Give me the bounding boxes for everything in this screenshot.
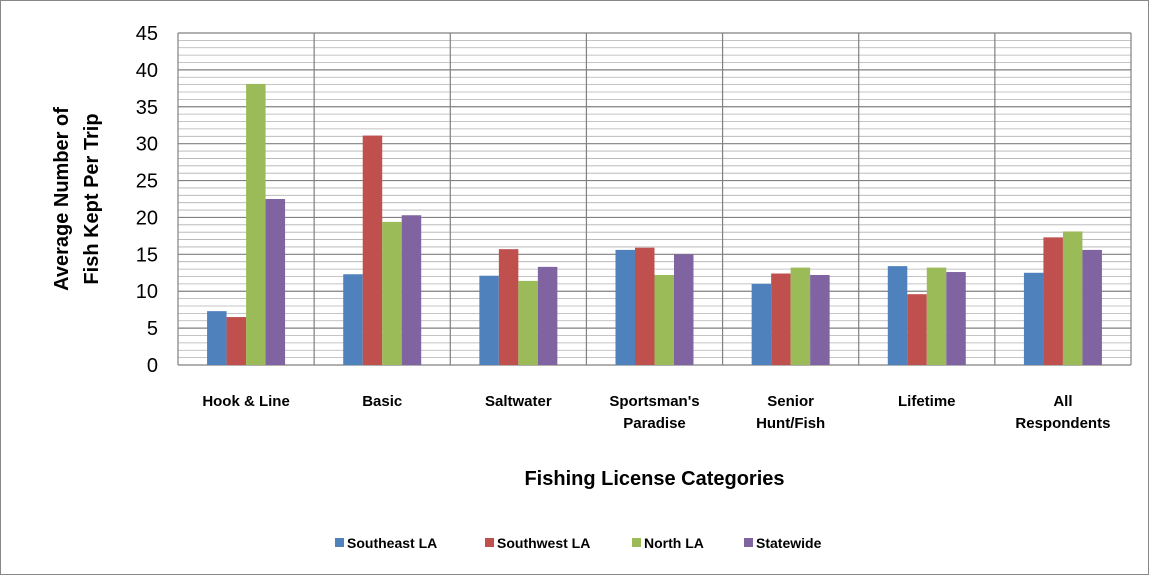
bar — [790, 267, 811, 365]
bar — [810, 274, 830, 365]
bars — [207, 83, 1102, 365]
x-category-label: Basic — [362, 393, 402, 410]
x-category-label: Sportsman's — [609, 393, 699, 410]
bar — [537, 266, 558, 365]
y-tick-label: 20 — [136, 207, 158, 229]
y-tick-label: 5 — [147, 318, 158, 340]
x-category-label: Paradise — [623, 415, 686, 432]
bar — [479, 275, 499, 365]
bar — [343, 274, 363, 365]
y-tick-label: 40 — [136, 60, 158, 82]
bar — [226, 317, 247, 365]
bar — [246, 83, 266, 365]
legend-label: Statewide — [756, 535, 822, 551]
legend-swatch — [632, 538, 641, 547]
x-category-label: Senior — [767, 393, 814, 410]
y-tick-label: 0 — [147, 355, 158, 377]
bar — [265, 199, 286, 365]
legend-label: Southeast LA — [347, 535, 437, 551]
axis-titles: Fishing License Categories Average Number… — [51, 107, 785, 490]
bar — [771, 273, 791, 365]
bar — [926, 267, 947, 365]
bar — [518, 280, 538, 365]
legend-swatch — [744, 538, 753, 547]
y-axis-title: Average Number of — [51, 107, 73, 291]
bar — [615, 249, 635, 365]
legend-swatch — [485, 538, 494, 547]
y-tick-label: 30 — [136, 134, 158, 156]
bar — [635, 247, 655, 365]
legend: Southeast LA Southwest LA North LA Statewid… — [335, 535, 822, 551]
bar — [946, 272, 966, 365]
y-ticks: 0 5 10 15 20 25 30 35 40 45 — [136, 23, 158, 377]
bar — [401, 215, 422, 365]
bar — [1043, 237, 1063, 365]
y-tick-label: 10 — [136, 281, 158, 303]
y-tick-label: 35 — [136, 97, 158, 119]
bar — [751, 283, 772, 365]
bar — [362, 135, 383, 365]
bar — [1062, 231, 1083, 365]
x-category-label: All — [1053, 393, 1072, 410]
y-axis-title: Fish Kept Per Trip — [81, 113, 103, 284]
x-category-label: Hook & Line — [202, 393, 290, 410]
bar — [207, 311, 227, 365]
x-categories: Hook & Line Basic Saltwater Sportsman's Para… — [202, 393, 1110, 432]
bar — [498, 249, 519, 365]
legend-swatch — [335, 538, 344, 547]
x-category-label: Lifetime — [898, 393, 956, 410]
bar — [907, 294, 927, 365]
bar — [674, 254, 694, 365]
x-category-label: Saltwater — [485, 393, 552, 410]
legend-label: North LA — [644, 535, 704, 551]
bar — [1023, 272, 1044, 365]
y-tick-label: 15 — [136, 244, 158, 266]
x-category-label: Respondents — [1015, 415, 1110, 432]
bar — [654, 274, 674, 365]
legend-label: Southwest LA — [497, 535, 590, 551]
y-tick-label: 25 — [136, 171, 158, 193]
y-tick-label: 45 — [136, 23, 158, 45]
bar — [887, 266, 908, 365]
x-category-label: Hunt/Fish — [756, 415, 825, 432]
x-axis-title: Fishing License Categories — [524, 468, 784, 490]
bar — [1082, 249, 1102, 365]
bar — [382, 221, 402, 365]
